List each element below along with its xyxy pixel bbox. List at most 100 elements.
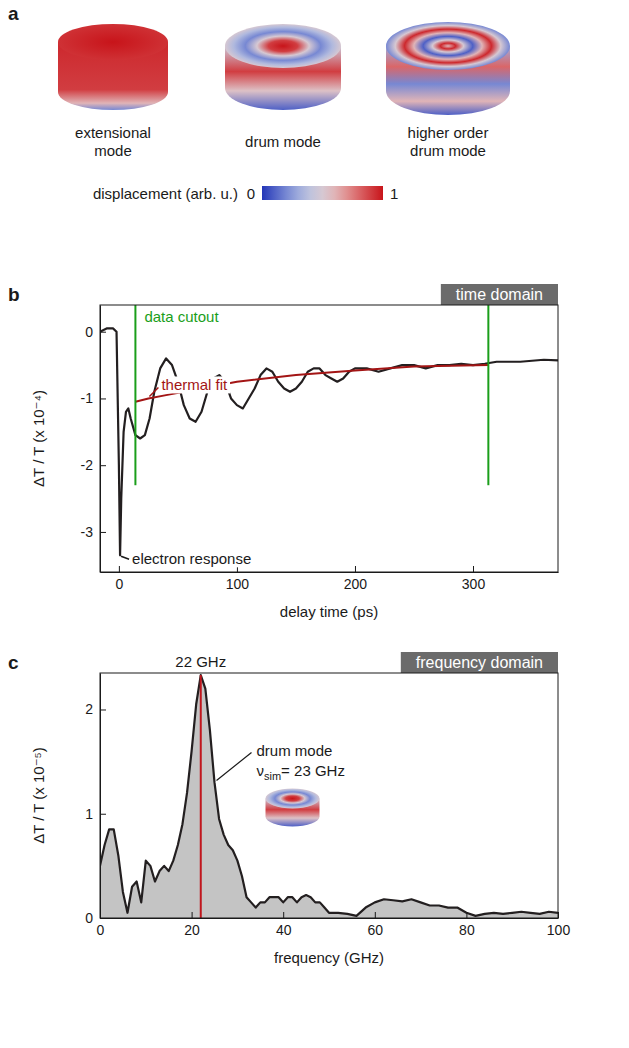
panel-letter: b [8,284,20,305]
annotation: electron response [132,550,251,567]
tick: 0 [115,566,123,592]
panel-tag-box [441,284,558,305]
series-label: thermal fit [161,376,228,393]
tick-label: 0 [115,576,123,592]
tick-mark [100,918,106,919]
panel-tag-box [401,652,558,673]
axis: 0 100 200 300 [101,566,559,592]
y-axis-title: ΔT / T (x 10⁻⁵) [30,747,47,844]
tick-label: 2 [85,701,93,717]
series-label-group: thermal fit [159,376,230,393]
tick-label: 0 [85,324,93,340]
tick-mark [119,566,120,572]
figure: extensionalmode drum mode higher orderdrum… [0,0,629,1048]
tick-label: 80 [459,922,475,938]
mode-top [225,24,341,68]
tick-mark [100,709,106,710]
tick: 100 [547,912,571,938]
cutout-line [134,305,136,485]
colorbar-tick-label: 1 [390,185,398,202]
tick-label: 100 [547,922,571,938]
mode-shape [58,24,168,110]
fit-line [135,365,488,402]
axis-line [101,572,559,573]
tick: 100 [226,566,250,592]
mode-shape [386,22,510,115]
plot-frame [100,305,558,572]
axis-line [101,918,559,919]
tick-mark [283,912,284,918]
tick: 80 [459,912,475,938]
tick: 300 [462,566,486,592]
annotation-symbol: ν [257,762,265,779]
panel-letter: a [8,3,19,24]
panel-tag: time domain [456,286,543,303]
leader-line [121,556,129,559]
mode-shape [266,788,320,826]
panel-a: extensionalmode drum mode higher orderdrum… [58,22,510,202]
tick-label: 200 [344,576,368,592]
tick: 0 [85,910,106,926]
mode-label: extensionalmode [75,124,151,159]
cutout-label: data cutout [144,308,219,325]
peak-line [200,675,202,918]
tick-label: 1 [85,806,93,822]
spectrum-area [100,675,558,918]
tick: -2 [81,457,106,473]
tick: 40 [276,912,292,938]
tick-mark [355,566,356,572]
tick-label: -2 [81,457,94,473]
tick: -1 [81,390,106,406]
plot-data [100,305,558,555]
axis: 0 20 40 60 80 100 [97,912,571,938]
spectrum-line [100,675,558,916]
colorbar [262,186,383,200]
tick-label: 0 [97,922,105,938]
tick-label: -1 [81,390,94,406]
y-axis-title: ΔT / T (x 10⁻⁴) [30,390,47,487]
axis: -3 -2 -1 0 [81,306,106,573]
tick-label: 100 [226,576,250,592]
annotation-line: νsim= 23 GHz [257,762,345,782]
tick: 60 [368,912,384,938]
tick-mark [466,912,467,918]
panel-c: frequency domain 0 20 40 60 80 100 0 1 2 frequency… [30,652,570,966]
tick-label: 60 [368,922,384,938]
tick-label: -3 [81,524,94,540]
label-patch [130,550,253,567]
tick-mark [100,332,106,333]
panel-letter: c [8,652,19,673]
mode-top [266,788,320,808]
axis: 0 1 2 [85,674,106,926]
tick-mark [473,566,474,572]
mode-label: drum mode [245,133,321,150]
tick-mark [192,912,193,918]
colorbar-tick-label: 0 [247,185,255,202]
label-patch [159,376,230,393]
tick-label: 0 [85,910,93,926]
tick: 200 [344,566,368,592]
x-axis-title: frequency (GHz) [274,949,384,966]
mode-top [386,22,510,70]
tick-mark [100,814,106,815]
tick: -3 [81,524,106,540]
panel-tag: frequency domain [416,654,543,671]
tick: 1 [85,806,106,822]
tick-label: 40 [276,922,292,938]
tick: 0 [85,324,106,340]
tick-label: 20 [184,922,200,938]
panel-b: time domain 0 100 200 300 -3 -2 -1 0 delay time (… [30,284,559,620]
leader-line [217,752,252,780]
plot-data [100,675,558,918]
x-axis-title: delay time (ps) [280,603,378,620]
annotation-value: = 23 GHz [281,762,345,779]
cutout-line [487,305,489,485]
tick-mark [100,532,106,533]
mode-top [58,24,168,60]
colorbar-title: displacement (arb. u.) [93,185,238,202]
mode-label: higher orderdrum mode [408,124,489,159]
tick-mark [375,912,376,918]
tick-label: 300 [462,576,486,592]
annotation-subscript: sim [264,770,281,782]
leader-line [149,387,158,396]
